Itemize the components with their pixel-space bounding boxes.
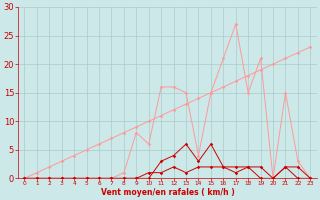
X-axis label: Vent moyen/en rafales ( km/h ): Vent moyen/en rafales ( km/h ): [100, 188, 234, 197]
